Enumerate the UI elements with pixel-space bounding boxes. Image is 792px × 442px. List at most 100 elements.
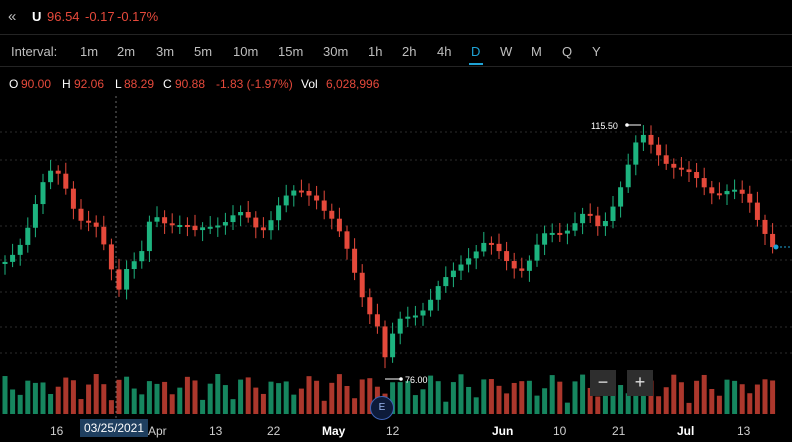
interval-2m[interactable]: 2m bbox=[117, 44, 136, 59]
candle-body bbox=[215, 225, 221, 228]
low-label: L bbox=[115, 77, 122, 91]
volume-bar bbox=[488, 379, 494, 414]
candle-body bbox=[222, 222, 228, 226]
candle-body bbox=[724, 191, 730, 195]
candle-body bbox=[519, 268, 525, 271]
x-label: 21 bbox=[612, 424, 626, 438]
volume-bar bbox=[458, 374, 464, 414]
volume-bar bbox=[640, 380, 646, 414]
high-label: H bbox=[62, 77, 71, 91]
interval-1h[interactable]: 1h bbox=[368, 44, 383, 59]
volume-bar bbox=[169, 394, 175, 414]
interval-4h[interactable]: 4h bbox=[437, 44, 452, 59]
candle-body bbox=[48, 170, 54, 183]
volume-bar bbox=[352, 398, 358, 414]
interval-3m[interactable]: 3m bbox=[156, 44, 175, 59]
volume-bar bbox=[610, 379, 616, 414]
candle-body bbox=[276, 205, 282, 221]
candlestick-chart[interactable] bbox=[0, 96, 792, 420]
price-change: -0.17 bbox=[85, 9, 115, 24]
volume-bar bbox=[534, 395, 540, 414]
candle-body bbox=[139, 251, 145, 262]
volume-bar bbox=[663, 387, 669, 414]
candle-body bbox=[572, 223, 578, 231]
candle-body bbox=[534, 244, 540, 261]
candle-body bbox=[610, 206, 616, 222]
interval-2h[interactable]: 2h bbox=[402, 44, 417, 59]
candle-body bbox=[238, 212, 244, 216]
volume-bar bbox=[648, 380, 654, 414]
candle-body bbox=[32, 204, 38, 228]
candle-body bbox=[656, 144, 662, 156]
candle-body bbox=[754, 202, 760, 220]
zoom-out-button[interactable]: − bbox=[590, 370, 616, 396]
candle-body bbox=[200, 227, 206, 231]
volume-bar bbox=[572, 381, 578, 414]
interval-label: Interval: bbox=[11, 44, 58, 59]
volume-value: 6,028,996 bbox=[326, 77, 380, 91]
candle-body bbox=[184, 225, 190, 228]
candle-body bbox=[618, 187, 624, 207]
volume-bar bbox=[397, 382, 403, 414]
interval-10m[interactable]: 10m bbox=[233, 44, 259, 59]
interval-Q[interactable]: Q bbox=[562, 44, 573, 59]
low-value: 88.29 bbox=[124, 77, 155, 91]
candle-body bbox=[496, 243, 502, 252]
candle-body bbox=[10, 254, 16, 262]
volume-bar bbox=[762, 379, 768, 414]
volume-bar bbox=[230, 399, 236, 414]
quote-header: « U 96.54 -0.17 -0.17% bbox=[0, 0, 792, 34]
volume-bar bbox=[70, 380, 76, 414]
volume-bar bbox=[428, 375, 434, 414]
candle-body bbox=[397, 318, 403, 334]
interval-M[interactable]: M bbox=[531, 44, 542, 59]
candle-body bbox=[352, 248, 358, 273]
volume-bar bbox=[268, 381, 274, 414]
interval-15m[interactable]: 15m bbox=[278, 44, 304, 59]
zoom-in-button[interactable]: + bbox=[627, 370, 653, 396]
candle-body bbox=[63, 173, 69, 189]
x-label: Jun bbox=[492, 424, 514, 438]
interval-D[interactable]: D bbox=[471, 44, 481, 59]
candle-body bbox=[321, 200, 327, 211]
interval-1m[interactable]: 1m bbox=[80, 44, 99, 59]
volume-bar bbox=[25, 380, 31, 414]
volume-bar bbox=[747, 393, 753, 414]
interval-W[interactable]: W bbox=[500, 44, 513, 59]
volume-bar bbox=[709, 388, 715, 414]
candle-body bbox=[298, 190, 304, 193]
volume-bar bbox=[770, 380, 776, 414]
volume-bar bbox=[587, 387, 593, 414]
price-change-pct: -0.17% bbox=[117, 9, 159, 24]
candle-body bbox=[124, 269, 130, 290]
candle-body bbox=[694, 172, 700, 179]
candle-body bbox=[230, 215, 236, 223]
candle-body bbox=[640, 134, 646, 143]
volume-bar bbox=[405, 381, 411, 414]
interval-5m[interactable]: 5m bbox=[194, 44, 213, 59]
candle-body bbox=[580, 213, 586, 224]
candle-body bbox=[291, 190, 297, 196]
last-price: 96.54 bbox=[47, 9, 80, 24]
x-label: 10 bbox=[553, 424, 567, 438]
volume-bar bbox=[10, 389, 16, 414]
volume-bar bbox=[618, 385, 624, 414]
last-price-dot bbox=[773, 244, 779, 250]
x-label: Apr bbox=[148, 424, 167, 438]
header-divider bbox=[0, 34, 792, 35]
candle-body bbox=[40, 182, 46, 205]
candle-body bbox=[260, 227, 266, 231]
volume-bar bbox=[86, 384, 92, 414]
candle-body bbox=[564, 230, 570, 234]
interval-Y[interactable]: Y bbox=[592, 44, 601, 59]
interval-30m[interactable]: 30m bbox=[323, 44, 349, 59]
double-chevron-left-icon[interactable]: « bbox=[8, 8, 17, 25]
candle-body bbox=[86, 220, 92, 223]
volume-bar bbox=[564, 402, 570, 414]
symbol-label[interactable]: U bbox=[32, 9, 42, 24]
earnings-badge[interactable]: E bbox=[370, 396, 394, 420]
candle-body bbox=[405, 316, 411, 319]
volume-bar bbox=[542, 388, 548, 414]
change-value: -1.83 (-1.97%) bbox=[216, 77, 293, 91]
open-value: 90.00 bbox=[21, 77, 52, 91]
